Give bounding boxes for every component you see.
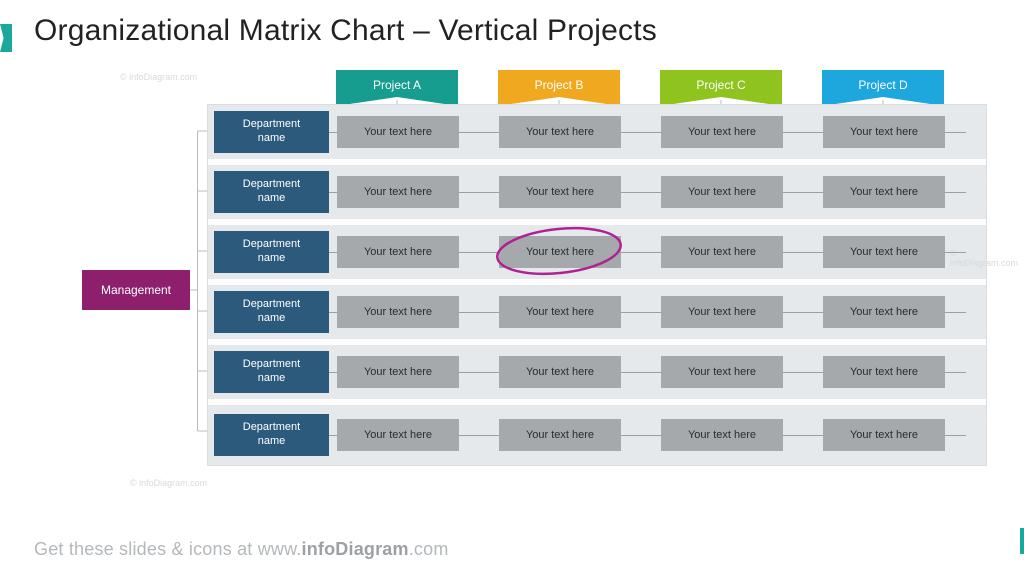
matrix-cell: Your text here [499, 116, 621, 148]
department-label: Departmentname [214, 414, 329, 456]
matrix-cell: Your text here [661, 296, 783, 328]
project-tab: Project C [660, 70, 782, 106]
matrix-row: DepartmentnameYour text hereYour text he… [208, 285, 986, 345]
matrix-cell: Your text here [661, 116, 783, 148]
footer-bold: infoDiagram [302, 539, 409, 559]
department-label: Departmentname [214, 291, 329, 333]
project-tab: Project B [498, 70, 620, 106]
accent-right [1020, 528, 1024, 554]
matrix-cell: Your text here [337, 236, 459, 268]
matrix-cell: Your text here [661, 236, 783, 268]
department-label: Departmentname [214, 351, 329, 393]
row-cells: Your text here Your text here Your text he… [337, 419, 945, 451]
page-title: Organizational Matrix Chart – Vertical P… [34, 14, 657, 48]
project-tab: Project D [822, 70, 944, 106]
matrix-cell: Your text here [499, 236, 621, 268]
row-cells: Your text here Your text here Your text he… [337, 116, 945, 148]
matrix-cell: Your text here [337, 176, 459, 208]
matrix-row: DepartmentnameYour text hereYour text he… [208, 165, 986, 225]
department-label: Departmentname [214, 171, 329, 213]
matrix-grid: DepartmentnameYour text hereYour text he… [207, 104, 987, 466]
matrix-cell: Your text here [823, 236, 945, 268]
matrix-cell: Your text here [499, 176, 621, 208]
management-box: Management [82, 270, 190, 310]
row-cells: Your text here Your text here Your text he… [337, 236, 945, 268]
matrix-cell: Your text here [499, 296, 621, 328]
matrix-cell: Your text here [661, 419, 783, 451]
row-cells: Your text here Your text here Your text he… [337, 176, 945, 208]
matrix-cell: Your text here [661, 176, 783, 208]
matrix-cell: Your text here [661, 356, 783, 388]
department-label: Departmentname [214, 231, 329, 273]
matrix-cell: Your text here [499, 356, 621, 388]
matrix-row: DepartmentnameYour text hereYour text he… [208, 405, 986, 465]
matrix-cell: Your text here [823, 116, 945, 148]
matrix-cell: Your text here [823, 356, 945, 388]
project-tab: Project A [336, 70, 458, 106]
matrix-canvas: Project A Project B Project C Project D Dep… [0, 70, 1024, 530]
matrix-row: DepartmentnameYour text hereYour text he… [208, 345, 986, 405]
footer-prefix: Get these slides & icons at www. [34, 539, 302, 559]
footer-caption: Get these slides & icons at www.infoDiag… [34, 539, 449, 560]
matrix-cell: Your text here [337, 116, 459, 148]
accent-left [0, 24, 12, 52]
matrix-row: DepartmentnameYour text hereYour text he… [208, 225, 986, 285]
row-cells: Your text here Your text here Your text he… [337, 356, 945, 388]
project-tabs: Project A Project B Project C Project D [336, 70, 944, 106]
row-cells: Your text here Your text here Your text he… [337, 296, 945, 328]
matrix-cell: Your text here [337, 296, 459, 328]
matrix-cell: Your text here [337, 356, 459, 388]
matrix-cell: Your text here [823, 419, 945, 451]
matrix-row: DepartmentnameYour text hereYour text he… [208, 105, 986, 165]
matrix-cell: Your text here [823, 296, 945, 328]
matrix-cell: Your text here [499, 419, 621, 451]
matrix-cell: Your text here [337, 419, 459, 451]
footer-suffix: .com [409, 539, 449, 559]
matrix-cell: Your text here [823, 176, 945, 208]
department-label: Departmentname [214, 111, 329, 153]
